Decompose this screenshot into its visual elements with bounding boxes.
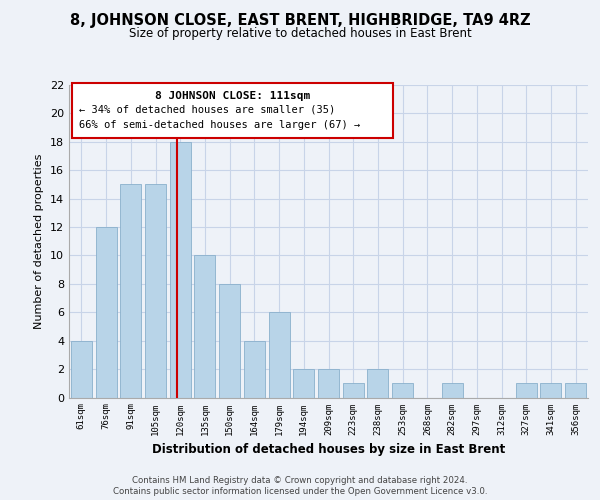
- Bar: [170, 142, 191, 398]
- Bar: [269, 312, 290, 398]
- Bar: [541, 384, 562, 398]
- Text: ← 34% of detached houses are smaller (35): ← 34% of detached houses are smaller (35…: [79, 104, 335, 115]
- Bar: [516, 384, 537, 398]
- Bar: [194, 256, 215, 398]
- Text: Contains HM Land Registry data © Crown copyright and database right 2024.: Contains HM Land Registry data © Crown c…: [132, 476, 468, 485]
- X-axis label: Distribution of detached houses by size in East Brent: Distribution of detached houses by size …: [152, 443, 505, 456]
- Text: 8 JOHNSON CLOSE: 111sqm: 8 JOHNSON CLOSE: 111sqm: [155, 92, 310, 102]
- Bar: [244, 340, 265, 398]
- Text: 8, JOHNSON CLOSE, EAST BRENT, HIGHBRIDGE, TA9 4RZ: 8, JOHNSON CLOSE, EAST BRENT, HIGHBRIDGE…: [70, 12, 530, 28]
- Bar: [219, 284, 240, 398]
- Bar: [565, 384, 586, 398]
- Bar: [71, 340, 92, 398]
- Text: 66% of semi-detached houses are larger (67) →: 66% of semi-detached houses are larger (…: [79, 120, 361, 130]
- Bar: [120, 184, 141, 398]
- Bar: [95, 227, 116, 398]
- Bar: [293, 369, 314, 398]
- FancyBboxPatch shape: [71, 84, 394, 138]
- Bar: [392, 384, 413, 398]
- Bar: [145, 184, 166, 398]
- Bar: [367, 369, 388, 398]
- Y-axis label: Number of detached properties: Number of detached properties: [34, 154, 44, 329]
- Bar: [343, 384, 364, 398]
- Bar: [442, 384, 463, 398]
- Bar: [318, 369, 339, 398]
- Text: Contains public sector information licensed under the Open Government Licence v3: Contains public sector information licen…: [113, 488, 487, 496]
- Text: Size of property relative to detached houses in East Brent: Size of property relative to detached ho…: [128, 28, 472, 40]
